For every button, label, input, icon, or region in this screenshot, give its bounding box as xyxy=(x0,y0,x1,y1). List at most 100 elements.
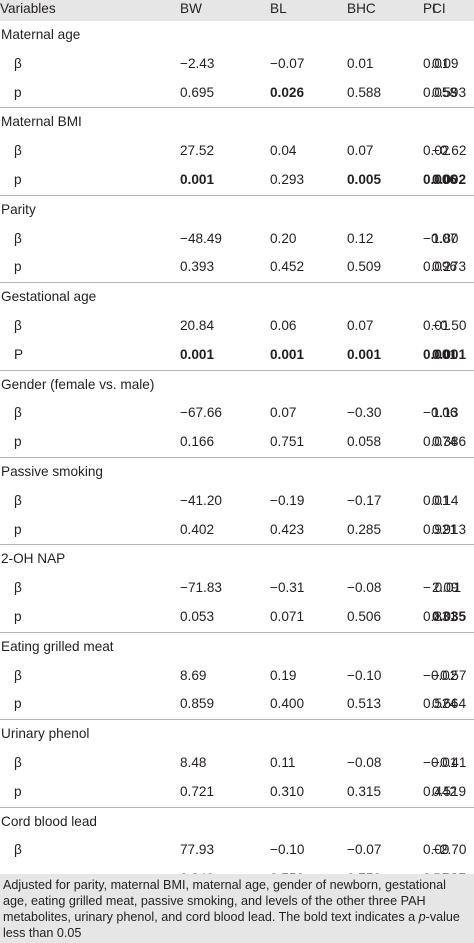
bw-cell: 27.52 xyxy=(180,143,215,159)
bl-cell: 0.751 xyxy=(270,434,305,450)
pi-cell: 0.074 xyxy=(423,434,458,450)
pi-cell: 0.01 xyxy=(423,492,450,508)
pi-cell: 0.058 xyxy=(423,84,458,100)
table-footnote: Adjusted for parity, maternal BMI, mater… xyxy=(0,874,474,943)
footnote-text: Adjusted for parity, maternal BMI, mater… xyxy=(3,878,446,924)
beta-row: β 77.93 −0.10 −0.07 0.09 −2.70 xyxy=(0,836,474,865)
table-header: Variables BW BL BHC PI CI xyxy=(0,0,474,21)
ci-cell: −0.41 xyxy=(432,754,467,770)
variable-name: Maternal BMI xyxy=(1,114,82,130)
bl-cell: −0.19 xyxy=(270,492,305,508)
bw-cell: 0.402 xyxy=(180,521,215,537)
beta-row: β −71.83 −0.31 −0.08 − 0.01 2.09 xyxy=(0,574,474,603)
bw-cell: 0.721 xyxy=(180,783,215,799)
ci-cell: 0.664 xyxy=(432,696,467,712)
variable-name: 2-OH NAP xyxy=(1,551,66,567)
p-label: p xyxy=(14,783,22,799)
pi-cell: 0.001 xyxy=(423,346,458,362)
table-body: Maternal age β −2.43 −0.07 0.01 0.01 0.09 p 0.69… xyxy=(0,21,474,894)
ci-cell: 0.273 xyxy=(432,259,467,275)
header-pi: PI xyxy=(423,1,436,16)
beta-row: β 20.84 0.06 0.07 0.01 −0.50 xyxy=(0,312,474,341)
bl-cell: 0.293 xyxy=(270,171,305,187)
header-variables: Variables xyxy=(0,1,56,16)
p-value-row: p 0.053 0.071 0.506 0.831 0.035 xyxy=(0,603,474,632)
bl-cell: 0.310 xyxy=(270,783,305,799)
bw-cell: −67.66 xyxy=(180,405,222,421)
beta-label: β xyxy=(14,230,22,246)
beta-label: β xyxy=(14,667,22,683)
header-bl: BL xyxy=(270,1,287,16)
variable-name: Passive smoking xyxy=(1,463,103,479)
beta-row: β 8.48 0.11 −0.08 −0.01 −0.41 xyxy=(0,749,474,778)
variable-name: Parity xyxy=(1,201,36,217)
bl-cell: 0.452 xyxy=(270,259,305,275)
header-bhc: BHC xyxy=(347,1,376,16)
bhc-cell: −0.08 xyxy=(347,580,382,596)
beta-row: β −67.66 0.07 −0.30 −0.06 1.13 xyxy=(0,399,474,428)
p-value-row: P 0.001 0.001 0.001 0.001 0.001 xyxy=(0,341,474,370)
bw-cell: −71.83 xyxy=(180,580,222,596)
bw-cell: 0.001 xyxy=(180,171,215,187)
bhc-cell: 0.005 xyxy=(347,171,382,187)
beta-label: β xyxy=(14,143,22,159)
bhc-cell: −0.08 xyxy=(347,754,382,770)
bw-cell: 8.69 xyxy=(180,667,207,683)
bhc-cell: 0.315 xyxy=(347,783,382,799)
ci-cell: 0.14 xyxy=(432,492,459,508)
bw-cell: 0.166 xyxy=(180,434,215,450)
beta-label: β xyxy=(14,55,22,71)
p-label: P xyxy=(14,346,24,362)
p-value-row: p 0.001 0.293 0.005 0.006 0.002 xyxy=(0,166,474,195)
variable-name: Maternal age xyxy=(1,27,81,42)
footnote-text-end: -value less than 0.05 xyxy=(3,910,460,940)
bhc-cell: −0.07 xyxy=(347,842,382,858)
ci-cell: 0.09 xyxy=(432,55,459,71)
beta-row: β 27.52 0.04 0.07 0.02 −0.62 xyxy=(0,137,474,166)
variable-name: Cord blood lead xyxy=(1,813,97,829)
header-bw: BW xyxy=(180,1,202,16)
ci-cell: 0.002 xyxy=(432,171,467,187)
ci-cell: −0.50 xyxy=(432,317,467,333)
bw-cell: 0.859 xyxy=(180,696,215,712)
bhc-cell: 0.509 xyxy=(347,259,382,275)
bhc-cell: 0.07 xyxy=(347,143,374,159)
bw-cell: 8.48 xyxy=(180,754,207,770)
footnote-p-italic: p xyxy=(418,910,426,924)
ci-cell: 0.001 xyxy=(432,346,467,362)
p-label: p xyxy=(14,84,22,100)
pi-cell: 0.09 xyxy=(423,842,450,858)
bw-cell: 0.393 xyxy=(180,259,215,275)
pi-cell: 0.831 xyxy=(423,608,458,624)
ci-cell: 0.519 xyxy=(432,783,467,799)
bhc-cell: 0.513 xyxy=(347,696,382,712)
p-value-row: p 0.402 0.423 0.285 0.921 0.913 xyxy=(0,516,474,545)
ci-cell: 1.80 xyxy=(432,230,459,246)
pi-cell: 0.921 xyxy=(423,521,458,537)
bl-cell: 0.001 xyxy=(270,346,305,362)
p-value-row: p 0.721 0.310 0.315 0.442 0.519 xyxy=(0,778,474,807)
ci-cell: 2.09 xyxy=(432,580,459,596)
variable-name: Eating grilled meat xyxy=(1,638,114,654)
bhc-cell: −0.10 xyxy=(347,667,382,683)
variable-group-row: Cord blood lead xyxy=(0,806,474,837)
p-value-row: p 0.695 0.026 0.588 0.058 0.593 xyxy=(0,79,474,108)
p-value-row: p 0.859 0.400 0.513 0.524 0.664 xyxy=(0,690,474,719)
header-ci: CI xyxy=(432,1,446,16)
bw-cell: 0.695 xyxy=(180,84,215,100)
variable-group-row: Gender (female vs. male) xyxy=(0,369,474,400)
ci-cell: 0.593 xyxy=(432,84,467,100)
ci-cell: 0.035 xyxy=(432,608,467,624)
bw-cell: −48.49 xyxy=(180,230,222,246)
bw-cell: 77.93 xyxy=(180,842,215,858)
bhc-cell: 0.058 xyxy=(347,434,382,450)
beta-label: β xyxy=(14,580,22,596)
bw-cell: 0.053 xyxy=(180,608,215,624)
bl-cell: −0.10 xyxy=(270,842,305,858)
bl-cell: 0.026 xyxy=(270,84,305,100)
variable-group-row: Parity xyxy=(0,194,474,225)
pi-cell: 0.006 xyxy=(423,171,458,187)
pi-cell: 0.01 xyxy=(423,317,450,333)
pi-cell: −0.07 xyxy=(423,230,458,246)
pi-cell: 0.01 xyxy=(423,55,450,71)
